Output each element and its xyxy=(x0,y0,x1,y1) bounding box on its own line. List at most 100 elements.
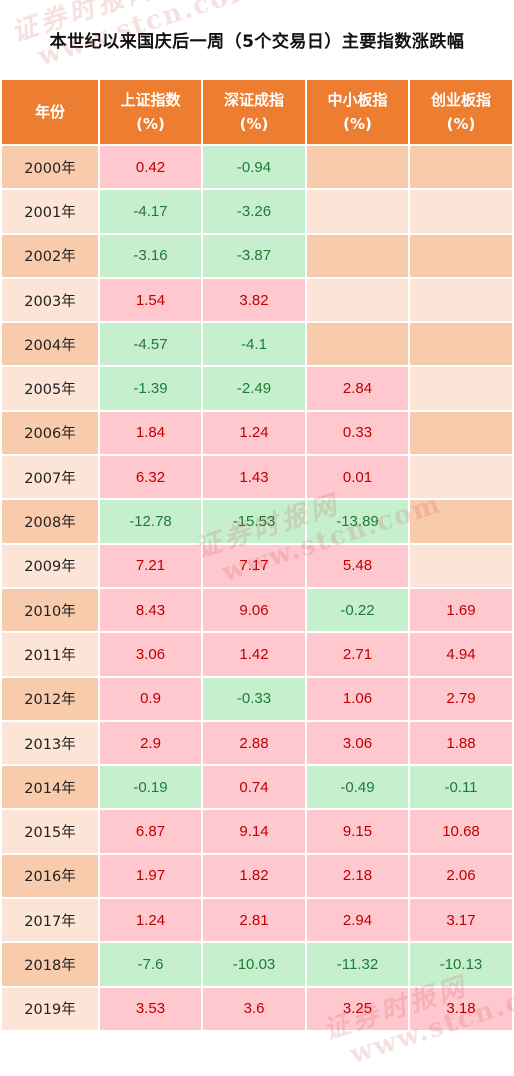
chinext-cell: 2.79 xyxy=(408,675,514,722)
table-row: 2009年 7.21 7.17 5.48 xyxy=(0,542,514,589)
chinext-cell xyxy=(408,232,514,279)
shenzhen-cell: 9.06 xyxy=(201,586,307,634)
table-row: 2015年 6.87 9.14 9.15 10.68 xyxy=(0,808,514,855)
header-shanghai: 上证指数 (%) xyxy=(98,78,203,146)
shanghai-cell: 7.21 xyxy=(98,542,203,589)
chinext-cell xyxy=(408,276,514,324)
chinext-cell: -10.13 xyxy=(408,941,514,988)
sme-cell: 0.33 xyxy=(305,409,410,457)
table-row: 2008年 -12.78 -15.53 -13.89 xyxy=(0,498,514,545)
year-cell: 2009年 xyxy=(0,542,100,589)
shanghai-cell: 1.84 xyxy=(98,409,203,457)
shanghai-cell: 0.42 xyxy=(98,143,203,191)
shanghai-cell: 0.9 xyxy=(98,675,203,722)
table-row: 2018年 -7.6 -10.03 -11.32 -10.13 xyxy=(0,941,514,988)
chinext-cell xyxy=(408,321,514,368)
shenzhen-cell: 1.82 xyxy=(201,852,307,900)
shanghai-cell: 3.53 xyxy=(98,985,203,1032)
shenzhen-cell: -0.33 xyxy=(201,675,307,722)
table-row: 2012年 0.9 -0.33 1.06 2.79 xyxy=(0,675,514,722)
chinext-cell: 4.94 xyxy=(408,631,514,678)
shenzhen-cell: 3.6 xyxy=(201,985,307,1032)
shenzhen-cell: -0.94 xyxy=(201,143,307,191)
table-row: 2005年 -1.39 -2.49 2.84 xyxy=(0,365,514,412)
sme-cell: 2.71 xyxy=(305,631,410,678)
chinext-cell: 3.17 xyxy=(408,897,514,944)
table-row: 2006年 1.84 1.24 0.33 xyxy=(0,409,514,457)
shanghai-cell: -3.16 xyxy=(98,232,203,279)
shenzhen-cell: -2.49 xyxy=(201,365,307,412)
shanghai-cell: 1.24 xyxy=(98,897,203,944)
shanghai-cell: 3.06 xyxy=(98,631,203,678)
sme-cell: 2.84 xyxy=(305,365,410,412)
year-cell: 2016年 xyxy=(0,852,100,900)
shenzhen-cell: -3.87 xyxy=(201,232,307,279)
year-cell: 2010年 xyxy=(0,586,100,634)
shanghai-cell: 6.32 xyxy=(98,454,203,501)
year-cell: 2013年 xyxy=(0,719,100,767)
sme-cell: -0.22 xyxy=(305,586,410,634)
sme-cell xyxy=(305,143,410,191)
table-row: 2013年 2.9 2.88 3.06 1.88 xyxy=(0,719,514,767)
year-cell: 2002年 xyxy=(0,232,100,279)
sme-cell: 2.18 xyxy=(305,852,410,900)
shenzhen-cell: -3.26 xyxy=(201,188,307,235)
sme-cell: 2.94 xyxy=(305,897,410,944)
shanghai-cell: -0.19 xyxy=(98,764,203,811)
year-cell: 2017年 xyxy=(0,897,100,944)
year-cell: 2008年 xyxy=(0,498,100,545)
chinext-cell xyxy=(408,188,514,235)
sme-cell: -11.32 xyxy=(305,941,410,988)
shenzhen-cell: 2.88 xyxy=(201,719,307,767)
table-row: 2001年 -4.17 -3.26 xyxy=(0,188,514,235)
shanghai-cell: -1.39 xyxy=(98,365,203,412)
chinext-cell xyxy=(408,454,514,501)
shenzhen-cell: 1.42 xyxy=(201,631,307,678)
shenzhen-cell: 9.14 xyxy=(201,808,307,855)
sme-cell xyxy=(305,188,410,235)
sme-cell xyxy=(305,321,410,368)
shenzhen-cell: 2.81 xyxy=(201,897,307,944)
year-cell: 2004年 xyxy=(0,321,100,368)
shenzhen-cell: 1.24 xyxy=(201,409,307,457)
chinext-cell xyxy=(408,498,514,545)
header-row: 年份 上证指数 (%) 深证成指 (%) 中小板指 (%) 创业板指 (%) xyxy=(0,78,514,146)
chinext-cell xyxy=(408,409,514,457)
shanghai-cell: 6.87 xyxy=(98,808,203,855)
chinext-cell: -0.11 xyxy=(408,764,514,811)
year-cell: 2007年 xyxy=(0,454,100,501)
chinext-cell: 2.06 xyxy=(408,852,514,900)
year-cell: 2012年 xyxy=(0,675,100,722)
table-row: 2011年 3.06 1.42 2.71 4.94 xyxy=(0,631,514,678)
shenzhen-cell: 7.17 xyxy=(201,542,307,589)
shenzhen-cell: 3.82 xyxy=(201,276,307,324)
header-year: 年份 xyxy=(0,78,100,146)
shenzhen-cell: 0.74 xyxy=(201,764,307,811)
table-row: 2004年 -4.57 -4.1 xyxy=(0,321,514,368)
chinext-cell xyxy=(408,365,514,412)
year-cell: 2006年 xyxy=(0,409,100,457)
table-row: 2010年 8.43 9.06 -0.22 1.69 xyxy=(0,586,514,634)
shanghai-cell: 2.9 xyxy=(98,719,203,767)
table-row: 2017年 1.24 2.81 2.94 3.17 xyxy=(0,897,514,944)
sme-cell: -0.49 xyxy=(305,764,410,811)
sme-cell: -13.89 xyxy=(305,498,410,545)
shanghai-cell: 8.43 xyxy=(98,586,203,634)
table-row: 2014年 -0.19 0.74 -0.49 -0.11 xyxy=(0,764,514,811)
year-cell: 2003年 xyxy=(0,276,100,324)
chinext-cell: 3.18 xyxy=(408,985,514,1032)
table-row: 2016年 1.97 1.82 2.18 2.06 xyxy=(0,852,514,900)
chinext-cell xyxy=(408,143,514,191)
shenzhen-cell: 1.43 xyxy=(201,454,307,501)
year-cell: 2001年 xyxy=(0,188,100,235)
table-row: 2000年 0.42 -0.94 xyxy=(0,143,514,191)
year-cell: 2014年 xyxy=(0,764,100,811)
shenzhen-cell: -4.1 xyxy=(201,321,307,368)
table-row: 2003年 1.54 3.82 xyxy=(0,276,514,324)
shenzhen-cell: -15.53 xyxy=(201,498,307,545)
chinext-cell xyxy=(408,542,514,589)
shanghai-cell: -4.17 xyxy=(98,188,203,235)
sme-cell: 3.06 xyxy=(305,719,410,767)
shanghai-cell: -4.57 xyxy=(98,321,203,368)
sme-cell: 5.48 xyxy=(305,542,410,589)
